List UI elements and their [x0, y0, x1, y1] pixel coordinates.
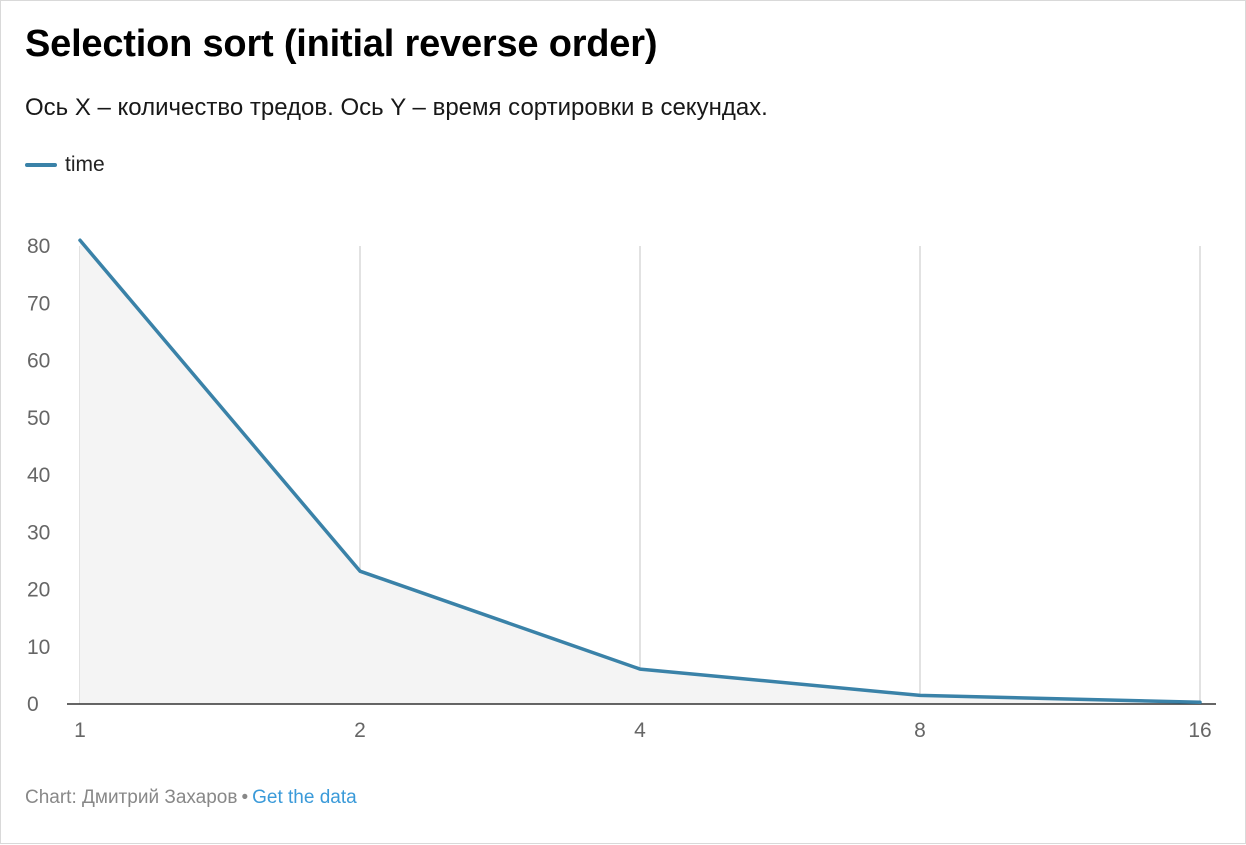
chart-title: Selection sort (initial reverse order) [25, 23, 658, 65]
x-axis-ticks: 1 2 4 8 16 [74, 719, 1212, 742]
y-tick-label-80: 80 [27, 235, 50, 258]
x-tick-label-4: 4 [634, 719, 646, 742]
y-tick-label-0: 0 [27, 693, 39, 716]
legend-swatch-time [25, 163, 57, 167]
x-tick-label-8: 8 [914, 719, 926, 742]
y-tick-label-10: 10 [27, 636, 50, 659]
y-tick-label-50: 50 [27, 407, 50, 430]
y-tick-label-60: 60 [27, 350, 50, 373]
footer-separator: • [241, 787, 249, 808]
y-axis-ticks: 0 10 20 30 40 50 60 70 80 [27, 235, 50, 716]
x-tick-label-2: 2 [354, 719, 366, 742]
y-tick-label-30: 30 [27, 521, 50, 544]
get-the-data-link[interactable]: Get the data [252, 787, 357, 808]
x-tick-label-16: 16 [1188, 719, 1211, 742]
legend: time [25, 153, 105, 177]
series-line-time [78, 238, 1202, 705]
y-tick-label-20: 20 [27, 579, 50, 602]
x-tick-label-1: 1 [74, 719, 86, 742]
y-tick-label-40: 40 [27, 464, 50, 487]
chart-credit: Chart: Дмитрий Захаров [25, 787, 238, 808]
chart-subtitle: Ось X – количество тредов. Ось Y – время… [25, 94, 768, 121]
chart-footer: Chart: Дмитрий Захаров • Get the data [25, 787, 357, 809]
y-tick-label-70: 70 [27, 292, 50, 315]
area-fill [80, 240, 1200, 704]
legend-label-time: time [65, 153, 105, 176]
